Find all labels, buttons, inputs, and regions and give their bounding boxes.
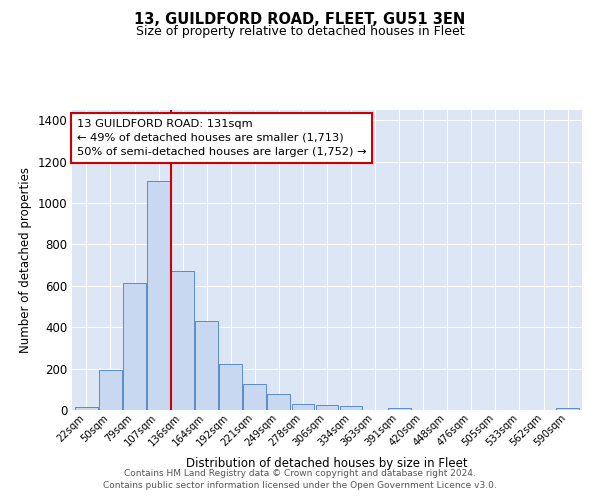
Bar (316, 405, 338, 410)
Bar (268, 394, 290, 410)
Bar (244, 384, 266, 410)
Bar (195, 321, 218, 410)
Bar (220, 364, 242, 410)
Bar (388, 408, 410, 410)
Bar (99, 370, 122, 410)
Y-axis label: Number of detached properties: Number of detached properties (19, 167, 32, 353)
Text: 13, GUILDFORD ROAD, FLEET, GU51 3EN: 13, GUILDFORD ROAD, FLEET, GU51 3EN (134, 12, 466, 28)
Text: Contains public sector information licensed under the Open Government Licence v3: Contains public sector information licen… (103, 481, 497, 490)
Text: 13 GUILDFORD ROAD: 131sqm
← 49% of detached houses are smaller (1,713)
50% of se: 13 GUILDFORD ROAD: 131sqm ← 49% of detac… (77, 119, 367, 157)
Bar (171, 272, 194, 410)
Bar (340, 406, 362, 410)
Bar (147, 182, 170, 410)
Bar (123, 283, 146, 410)
Bar (75, 407, 98, 410)
Text: Size of property relative to detached houses in Fleet: Size of property relative to detached ho… (136, 25, 464, 38)
Text: Contains HM Land Registry data © Crown copyright and database right 2024.: Contains HM Land Registry data © Crown c… (124, 468, 476, 477)
Bar (556, 408, 579, 410)
Bar (292, 404, 314, 410)
X-axis label: Distribution of detached houses by size in Fleet: Distribution of detached houses by size … (186, 456, 468, 469)
